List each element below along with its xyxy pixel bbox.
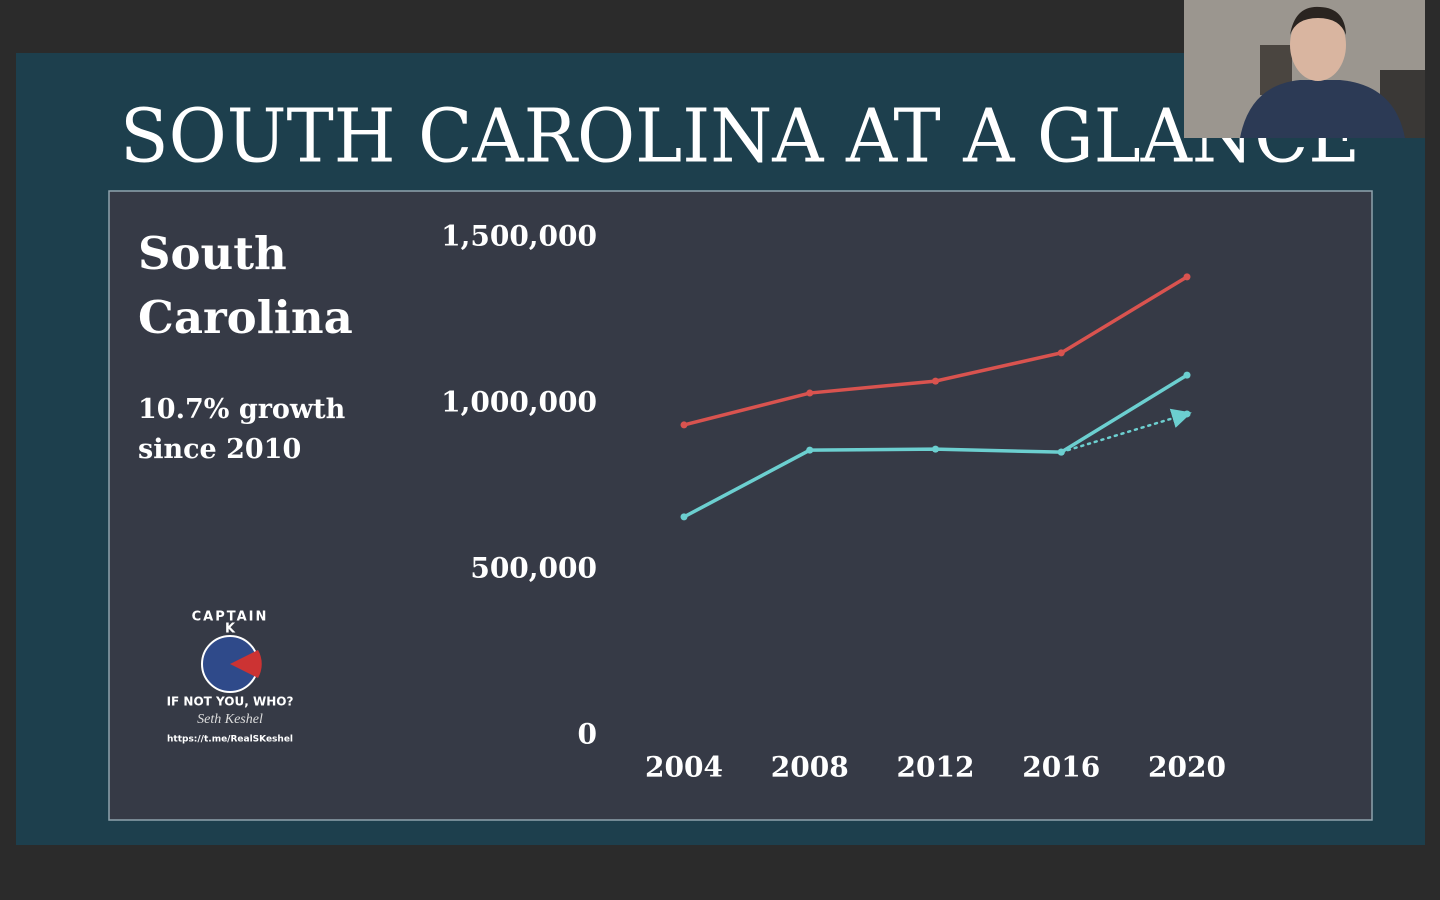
person-head	[1290, 9, 1346, 81]
data-point	[680, 513, 688, 521]
data-point	[1183, 273, 1191, 281]
x-tick-label: 2012	[897, 751, 975, 784]
data-point	[1183, 371, 1191, 379]
logo-stripe	[230, 650, 262, 678]
logo-letter: K	[225, 622, 236, 637]
x-tick-label: 2008	[771, 751, 849, 784]
logo-url: https://t.me/RealSKeshel	[167, 735, 293, 745]
data-point	[1057, 349, 1065, 357]
webcam-feed	[1184, 0, 1425, 138]
logo-signature: Seth Keshel	[197, 712, 263, 727]
x-tick-label: 2016	[1022, 751, 1100, 784]
line-chart: 0 500,000 1,000,000 1,500,000 2004 2008 2012 20…	[441, 220, 1226, 784]
y-tick-label: 1,000,000	[441, 386, 597, 419]
data-point	[932, 445, 939, 453]
data-point	[1057, 448, 1065, 456]
logo: CAPTAIN K IF NOT YOU, WHO? Seth Keshel h…	[167, 610, 294, 745]
slide-title: SOUTH CAROLINA AT A GLANCE	[120, 93, 1360, 179]
person-body	[1240, 80, 1405, 138]
slide-heading: South Carolina	[138, 227, 353, 344]
y-tick-label: 500,000	[470, 552, 597, 585]
y-tick-label: 0	[578, 718, 597, 751]
data-point	[1183, 410, 1191, 418]
data-point	[806, 389, 814, 397]
y-tick-label: 1,500,000	[441, 220, 597, 253]
slide-note: 10.7% growth since 2010	[138, 394, 346, 465]
logo-top: CAPTAIN	[192, 610, 269, 625]
person-hair	[1290, 6, 1346, 35]
x-tick-label: 2004	[645, 751, 723, 784]
logo-motto: IF NOT YOU, WHO?	[167, 695, 294, 709]
data-point	[680, 421, 688, 429]
x-tick-label: 2020	[1148, 751, 1226, 784]
data-point	[932, 377, 939, 385]
projection-line	[1060, 408, 1192, 454]
data-point	[806, 446, 814, 454]
chart-panel	[108, 190, 1373, 821]
